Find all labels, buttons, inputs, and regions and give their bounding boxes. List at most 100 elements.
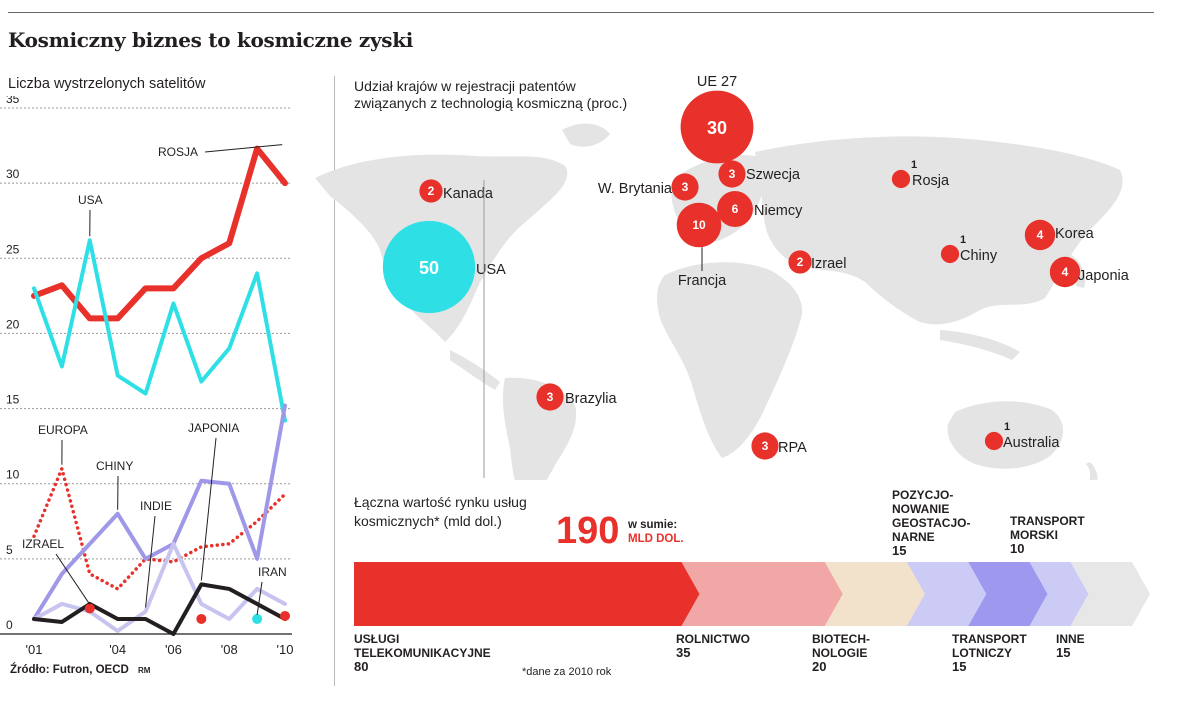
series-label-rosja: ROSJA — [158, 145, 198, 159]
bubble-value: 10 — [692, 218, 706, 232]
bubble-rosja — [891, 169, 911, 189]
bubble-value: 3 — [762, 439, 769, 453]
bubble-value: 2 — [797, 255, 804, 269]
country-label-rosja: Rosja — [912, 173, 950, 189]
segment-value: 15 — [952, 659, 967, 674]
country-label-izrael: Izrael — [811, 256, 846, 272]
segment-name: USŁUGI TELEKOMUNIKACYJNE — [354, 632, 491, 660]
x-tick-label: '01 — [26, 642, 43, 657]
segment-value: 35 — [676, 645, 691, 660]
bubble-value: 4 — [1037, 228, 1044, 242]
segment-label: TRANSPORT LOTNICZY 15 — [952, 632, 1042, 674]
line-chart-title: Liczba wystrzelonych satelitów — [8, 76, 206, 92]
segment-value: 15 — [1056, 645, 1071, 660]
country-label-szwecja: Szwecja — [746, 167, 801, 183]
bubble-value: 1 — [960, 234, 966, 246]
segment-transport-lotniczy — [968, 562, 1048, 626]
y-tick-label: 10 — [6, 468, 20, 482]
top-rule — [8, 12, 1154, 13]
bubble-value: 2 — [428, 184, 435, 198]
series-label-usa: USA — [78, 193, 103, 207]
y-tick-label: 30 — [6, 167, 20, 181]
country-label-australia: Australia — [1003, 435, 1060, 451]
source-text: Źródło: Futron, OECD — [10, 664, 129, 676]
bubble-australia — [984, 431, 1004, 451]
country-label-francja: Francja — [678, 273, 727, 289]
x-tick-label: '04 — [109, 642, 126, 657]
segment-label: USŁUGI TELEKOMUNIKACYJNE 80 — [354, 632, 504, 674]
series-label-iran: IRAN — [258, 565, 287, 579]
segment-label: POZYCJO-NOWANIE GEOSTACJO-NARNE 15 — [892, 488, 972, 558]
x-tick-label: '10 — [277, 642, 294, 657]
series-line-indie — [32, 541, 287, 633]
point-marker-izrael — [84, 603, 95, 614]
bubble-japonia — [1049, 256, 1081, 288]
country-label-usa: USA — [476, 262, 506, 278]
segment-name: POZYCJO-NOWANIE GEOSTACJO-NARNE — [892, 488, 971, 544]
country-label-chiny: Chiny — [960, 248, 998, 264]
point-marker — [280, 610, 290, 621]
bubble-usa — [382, 220, 476, 314]
bubble-value: 3 — [682, 180, 689, 194]
series-line-japonia — [32, 582, 287, 636]
bubble-value: 3 — [547, 390, 554, 404]
total-caption-text: w sumie: — [628, 519, 678, 531]
segment-biotech-nologie — [824, 562, 925, 626]
leader-line — [204, 144, 283, 153]
segment-value: 10 — [1010, 541, 1025, 556]
y-tick-label: 0 — [6, 618, 13, 632]
bubble-korea — [1024, 219, 1056, 251]
country-label-ue-27: UE 27 — [697, 74, 737, 90]
series-label-chiny: CHINY — [96, 459, 133, 473]
bubble-value: 3 — [729, 167, 736, 181]
y-tick-label: 5 — [6, 543, 13, 557]
segment-name: INNE — [1056, 632, 1085, 646]
market-total-caption: w sumie: MLD DOL. — [628, 518, 684, 546]
segment-value: 15 — [892, 543, 907, 558]
source-note: Źródło: Futron, OECD RM — [10, 664, 150, 676]
leader-line — [55, 553, 91, 605]
bubble-kanada — [419, 179, 443, 203]
segment-inne — [1070, 562, 1150, 626]
y-tick-label: 20 — [6, 317, 20, 331]
country-label-kanada: Kanada — [443, 186, 494, 202]
segment-name: BIOTECH-NOLOGIE — [812, 632, 870, 660]
segment-us-ugi-telekomunikacyjne — [354, 562, 700, 626]
segment-label: TRANSPORT MORSKI 10 — [1010, 514, 1100, 556]
leader-line — [145, 515, 156, 608]
bubble-rpa — [751, 432, 779, 460]
bubble-value: 50 — [419, 258, 439, 278]
country-label-brazylia: Brazylia — [565, 391, 618, 407]
country-label-japonia: Japonia — [1078, 268, 1130, 284]
bubble-value: 4 — [1062, 265, 1069, 279]
segment-value: 20 — [812, 659, 827, 674]
market-total: 190 — [556, 510, 620, 552]
footnote: *dane za 2010 rok — [522, 666, 612, 678]
bubble-szwecja — [718, 160, 746, 188]
segment-rolnictwo — [681, 562, 843, 626]
bubble-value: 30 — [707, 118, 727, 138]
country-label-w-brytania: W. Brytania — [598, 181, 673, 197]
segment-name: TRANSPORT LOTNICZY — [952, 632, 1027, 660]
main-title: Kosmiczny biznes to kosmiczne zyski — [8, 28, 414, 52]
y-tick-label: 35 — [6, 96, 20, 106]
series-label-izrael: IZRAEL — [22, 537, 64, 551]
country-label-rpa: RPA — [778, 440, 807, 456]
segment-pozycjo-nowanie-geostacjo-narne — [906, 562, 987, 626]
series-label-europa: EUROPA — [38, 423, 88, 437]
leader-line — [256, 581, 263, 616]
segment-transport-morski — [1029, 562, 1089, 626]
x-tick-label: '06 — [165, 642, 182, 657]
segment-name: ROLNICTWO — [676, 632, 750, 646]
bubble-chiny — [940, 244, 960, 264]
bubble-value: 6 — [732, 202, 739, 216]
leader-line — [200, 437, 217, 581]
bubble-francja — [676, 202, 722, 248]
segment-label: INNE 15 — [1056, 632, 1085, 660]
segment-name: TRANSPORT MORSKI — [1010, 514, 1085, 542]
x-tick-label: '08 — [221, 642, 238, 657]
bubble-niemcy — [717, 191, 753, 227]
y-tick-label: 25 — [6, 242, 20, 256]
bubble-value: 1 — [1004, 421, 1010, 433]
series-line-rosja — [31, 145, 288, 322]
